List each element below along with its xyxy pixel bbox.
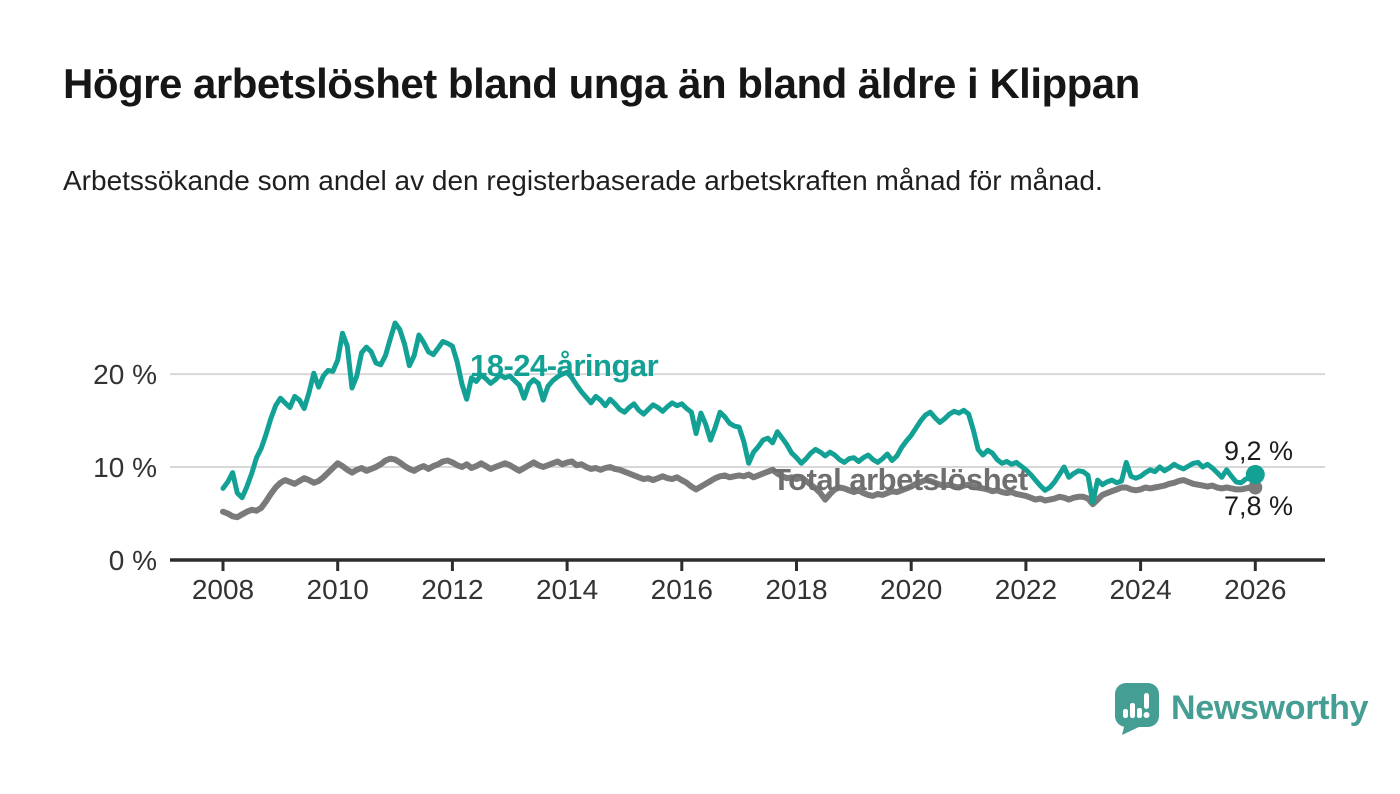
svg-text:0 %: 0 % xyxy=(109,545,157,576)
series-label-youth: 18-24-åringar xyxy=(470,348,659,383)
svg-text:2012: 2012 xyxy=(421,574,483,605)
svg-text:2018: 2018 xyxy=(765,574,827,605)
end-value-label-youth: 9,2 % xyxy=(1224,436,1294,466)
series-label-total: Total arbetslöshet xyxy=(772,462,1028,497)
newsworthy-logo-text: Newsworthy xyxy=(1171,689,1369,727)
svg-text:2010: 2010 xyxy=(307,574,369,605)
svg-text:10 %: 10 % xyxy=(93,452,157,483)
page-title: Högre arbetslöshet bland unga än bland ä… xyxy=(63,60,1140,107)
svg-text:2024: 2024 xyxy=(1109,574,1171,605)
svg-text:2026: 2026 xyxy=(1224,574,1286,605)
newsworthy-logo: Newsworthy xyxy=(1114,682,1369,735)
newsworthy-logo-icon xyxy=(1115,683,1159,735)
svg-text:2022: 2022 xyxy=(995,574,1057,605)
chart-subtitle: Arbetssökande som andel av den registerb… xyxy=(63,165,1103,196)
svg-text:2014: 2014 xyxy=(536,574,598,605)
svg-text:2008: 2008 xyxy=(192,574,254,605)
svg-text:2020: 2020 xyxy=(880,574,942,605)
svg-text:2016: 2016 xyxy=(651,574,713,605)
end-value-label-total: 7,8 % xyxy=(1224,491,1294,521)
svg-text:20 %: 20 % xyxy=(93,359,157,390)
